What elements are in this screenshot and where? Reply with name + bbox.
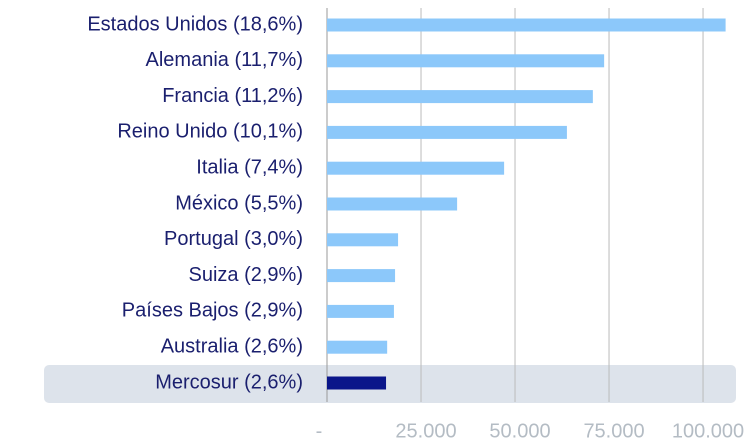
bar xyxy=(327,125,567,139)
y-tick-label: Países Bajos (2,9%) xyxy=(122,300,303,322)
y-tick-label: Francia (11,2%) xyxy=(162,85,303,107)
y-tick-label: Estados Unidos (18,6%) xyxy=(87,13,303,35)
x-tick-label: 75.000 xyxy=(583,420,644,441)
bar xyxy=(327,304,394,318)
bar xyxy=(327,54,605,68)
y-tick-label: Italia (7,4%) xyxy=(196,156,303,178)
bar xyxy=(327,233,399,247)
y-tick-label: Portugal (3,0%) xyxy=(164,228,303,250)
y-tick-label: Reino Unido (10,1%) xyxy=(117,121,303,143)
x-tick-label: 50.000 xyxy=(489,420,550,441)
y-tick-label: Alemania (11,7%) xyxy=(146,49,303,71)
x-tick-label: - xyxy=(316,420,323,441)
y-tick-label: Suiza (2,9%) xyxy=(189,264,304,286)
y-tick-label: México (5,5%) xyxy=(175,192,303,214)
bar xyxy=(327,197,458,211)
bar xyxy=(327,269,396,283)
bar xyxy=(327,18,726,32)
bar xyxy=(327,90,593,104)
bar xyxy=(327,376,387,390)
y-tick-label: Australia (2,6%) xyxy=(161,335,303,357)
bar xyxy=(327,340,388,354)
highlight-row xyxy=(44,365,736,403)
bar xyxy=(327,161,505,175)
x-tick-label: 25.000 xyxy=(395,420,456,441)
y-tick-label: Mercosur (2,6%) xyxy=(155,371,303,393)
x-tick-label: 100.000 xyxy=(672,420,744,441)
